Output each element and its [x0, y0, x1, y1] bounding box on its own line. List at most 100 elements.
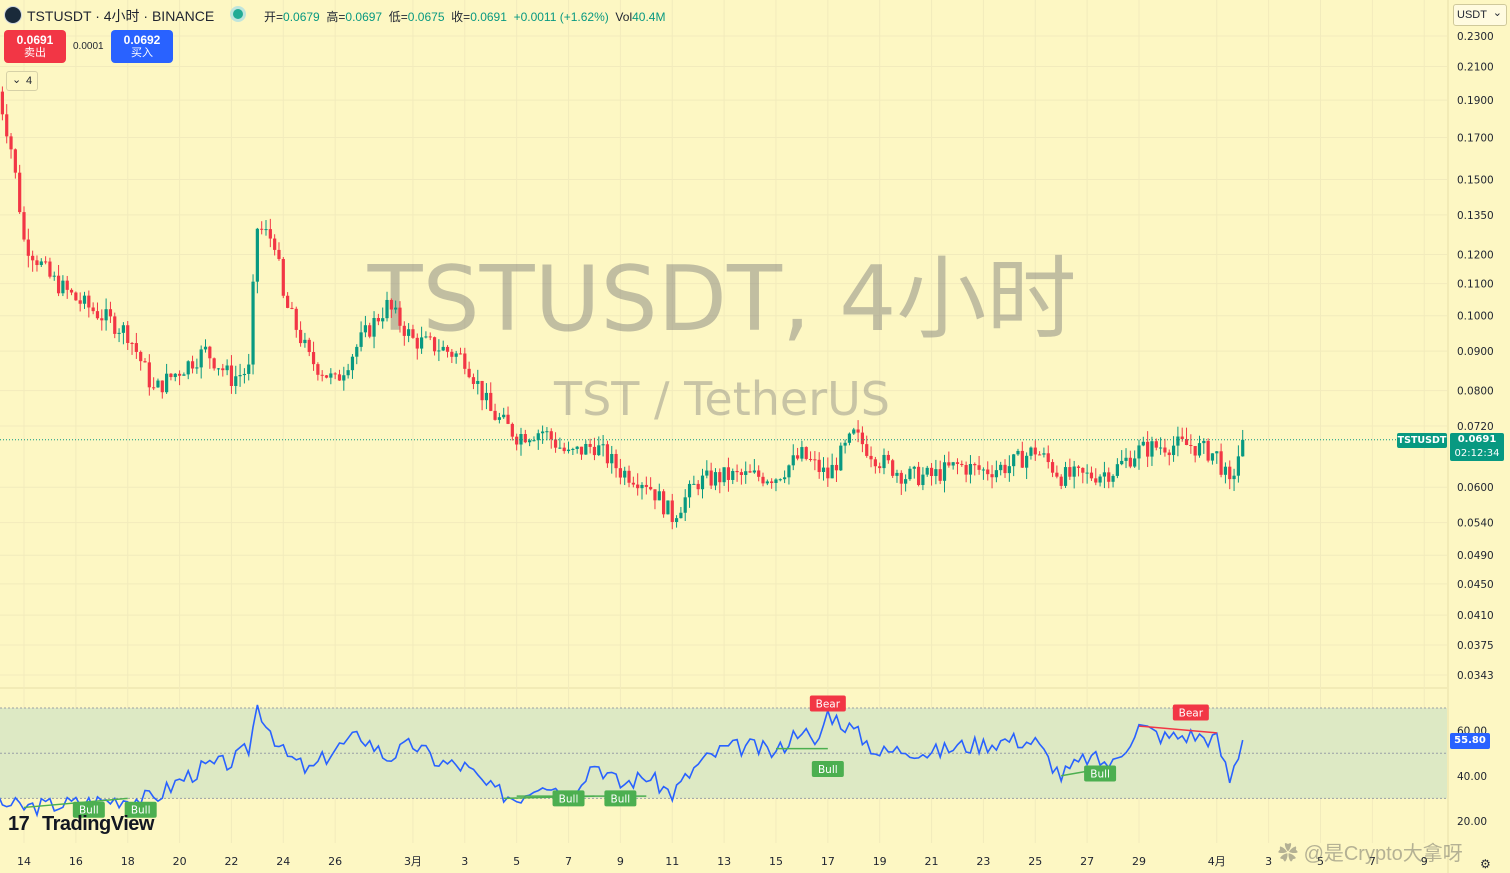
candle-body — [294, 308, 298, 330]
candle-body — [61, 280, 65, 294]
price-tick-label: 0.2300 — [1457, 31, 1494, 43]
time-tick-label: 4月 — [1208, 855, 1226, 868]
candle-body — [618, 468, 622, 478]
time-tick-label: 7 — [565, 855, 572, 868]
sell-button[interactable]: 0.0691 卖出 — [4, 30, 66, 63]
candle-body — [1102, 472, 1107, 477]
candle-body — [359, 332, 363, 347]
divergence-label-text: Bull — [818, 764, 838, 776]
candle-body — [670, 500, 674, 522]
candle-body — [242, 373, 247, 376]
tradingview-logo[interactable]: 17 TradingView — [8, 813, 154, 837]
settings-gear-icon: ⚙ — [1480, 857, 1491, 871]
candle-body — [973, 464, 977, 466]
credit-text: @是Crypto大拿呀 — [1303, 843, 1463, 865]
close-label: 收= — [451, 10, 471, 24]
candle-body — [1236, 456, 1240, 476]
price-tick-label: 0.1000 — [1457, 311, 1494, 323]
candle-body — [208, 346, 212, 359]
candle-body — [190, 361, 195, 369]
candle-body — [320, 374, 324, 376]
candle-body — [916, 466, 921, 486]
candle-body — [229, 365, 234, 386]
spread-value: 0.0001 — [73, 41, 104, 52]
candle-body — [726, 467, 731, 480]
candle-body — [627, 470, 631, 483]
candle-body — [1197, 443, 1202, 456]
candle-body — [1012, 454, 1016, 467]
candle-body — [553, 439, 558, 448]
candle-body — [467, 368, 471, 378]
candle-body — [999, 464, 1003, 471]
symbol-logo[interactable] — [4, 6, 22, 24]
candle-body — [795, 455, 800, 459]
candle-body — [1098, 476, 1102, 483]
vol-label: Vol — [615, 10, 633, 24]
candle-body — [830, 464, 834, 479]
currency-selector[interactable]: USDT ⌄ — [1453, 4, 1507, 26]
divergence-label-box — [72, 801, 105, 818]
candle-body — [212, 358, 216, 369]
time-tick-label: 29 — [1132, 855, 1146, 868]
price-tick-label: 0.0490 — [1457, 550, 1494, 562]
candle-body — [419, 337, 424, 349]
candle-body — [82, 295, 87, 304]
candle-body — [674, 518, 679, 522]
candle-body — [899, 472, 903, 484]
candle-body — [808, 458, 813, 460]
candle-body — [143, 361, 147, 363]
divergence-label-box — [552, 790, 585, 807]
tv-icon: 17 — [8, 813, 30, 835]
candle-body — [1241, 439, 1245, 457]
candle-body — [247, 364, 251, 374]
candle-body — [381, 318, 385, 322]
candle-body — [100, 318, 104, 321]
credit-watermark: ✿ @是Crypto大拿呀 — [1278, 837, 1463, 866]
divergence-label-box — [809, 695, 846, 712]
candle-body — [783, 477, 787, 480]
time-tick-label: 24 — [276, 855, 290, 868]
divergence-label-text: Bull — [131, 805, 151, 817]
candle-body — [869, 455, 873, 460]
candle-body — [1120, 460, 1124, 465]
candle-body — [398, 307, 402, 326]
candle-body — [718, 472, 722, 483]
candle-body — [1219, 451, 1223, 475]
time-tick-label: 5 — [1317, 855, 1324, 868]
time-tick-label: 9 — [1421, 855, 1428, 868]
time-tick-label: 17 — [821, 855, 835, 868]
symbol-line[interactable]: TSTUSDT · 4小时 · BINANCE — [27, 8, 215, 24]
candle-body — [445, 346, 450, 352]
candle-body — [1210, 453, 1215, 461]
candle-body — [316, 364, 320, 375]
last-price: 0.0691 — [1457, 434, 1497, 445]
candle-body — [441, 346, 445, 351]
candle-body — [52, 275, 56, 277]
candle-body — [826, 467, 830, 479]
price-tick-label: 0.1350 — [1457, 210, 1494, 222]
candle-body — [1167, 452, 1171, 456]
candle-body — [748, 471, 752, 473]
low-value: 0.0675 — [407, 10, 445, 24]
candle-body — [1020, 450, 1024, 468]
candle-body — [735, 471, 739, 473]
candle-body — [376, 317, 380, 322]
candle-body — [908, 468, 912, 480]
candle-body — [770, 481, 774, 483]
candle-body — [307, 339, 311, 353]
candle-body — [195, 367, 199, 369]
price-tick-label: 0.0375 — [1457, 640, 1494, 652]
candle-body — [528, 440, 532, 443]
candle-body — [480, 380, 484, 401]
candle-body — [44, 261, 48, 263]
candle-body — [847, 433, 852, 443]
candle-body — [329, 373, 333, 378]
candle-body — [9, 136, 13, 150]
candle-body — [882, 454, 886, 469]
indicators-toggle[interactable]: ⌄ 4 — [6, 71, 38, 91]
buy-button[interactable]: 0.0692 买入 — [111, 30, 173, 63]
time-tick-label: 15 — [769, 855, 783, 868]
high-label: 高= — [326, 10, 346, 24]
candle-body — [981, 469, 986, 471]
